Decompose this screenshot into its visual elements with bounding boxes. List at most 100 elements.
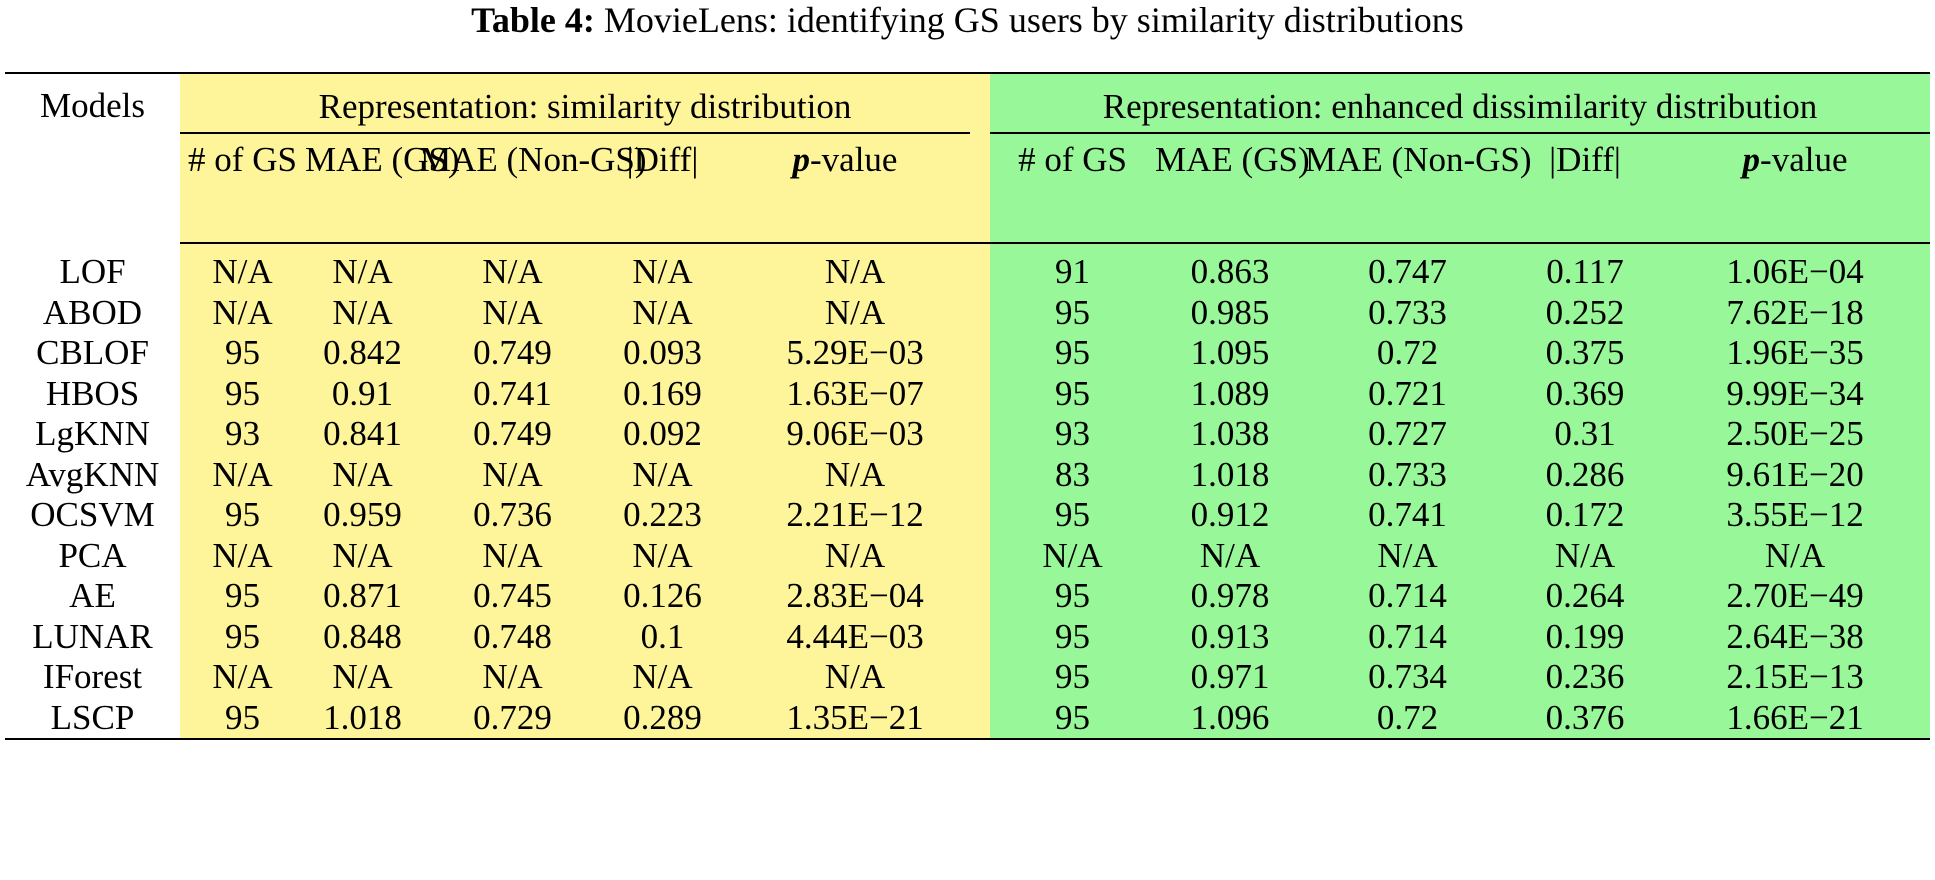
table-row: AvgKNN N/A N/A N/A N/A N/A 83 1.018 0.733 0.286 9.… bbox=[5, 454, 1931, 495]
enhanced-cell: 1.038 bbox=[1155, 414, 1306, 455]
similarity-cell: 95 bbox=[180, 333, 305, 374]
enhanced-cell: 0.863 bbox=[1155, 252, 1306, 293]
column-header-similarity-3: |Diff| bbox=[605, 140, 720, 244]
table-row: HBOS 95 0.91 0.741 0.169 1.63E−07 95 1.089 0.721… bbox=[5, 373, 1931, 414]
column-header-enhanced-1: MAE (GS) bbox=[1155, 140, 1310, 244]
enhanced-cell: 0.172 bbox=[1510, 495, 1661, 536]
similarity-cell: N/A bbox=[305, 252, 420, 293]
model-name-cell: HBOS bbox=[45, 373, 140, 413]
caption-label: Table 4: bbox=[471, 0, 595, 40]
enhanced-cell: 0.913 bbox=[1155, 616, 1306, 657]
similarity-cell: N/A bbox=[420, 657, 605, 698]
enhanced-cell: 0.714 bbox=[1305, 616, 1511, 657]
similarity-cell: 0.729 bbox=[420, 697, 605, 740]
similarity-cell: N/A bbox=[180, 292, 305, 333]
enhanced-cell: 0.264 bbox=[1510, 576, 1661, 617]
model-name-cell: LUNAR bbox=[32, 616, 153, 656]
enhanced-cell: N/A bbox=[1155, 535, 1306, 576]
model-name-cell: CBLOF bbox=[36, 333, 149, 373]
enhanced-cell: 0.31 bbox=[1510, 414, 1661, 455]
enhanced-cell: 0.971 bbox=[1155, 657, 1306, 698]
similarity-cell: 0.289 bbox=[605, 697, 720, 740]
table-row: LOF N/A N/A N/A N/A N/A 91 0.863 0.747 0.117 1.06E… bbox=[5, 252, 1931, 293]
similarity-cell: 0.749 bbox=[420, 333, 605, 374]
table-caption: Table 4: MovieLens: identifying GS users… bbox=[0, 0, 1935, 40]
similarity-cell: 0.223 bbox=[605, 495, 720, 536]
similarity-cell: 0.748 bbox=[420, 616, 605, 657]
results-table: Models Representation: similarity distri… bbox=[5, 72, 1931, 740]
table-row: CBLOF 95 0.842 0.749 0.093 5.29E−03 95 1.095 0.7… bbox=[5, 333, 1931, 374]
enhanced-cell: 95 bbox=[990, 333, 1156, 374]
similarity-cell: 9.06E−03 bbox=[720, 414, 991, 455]
enhanced-cell: N/A bbox=[1660, 535, 1931, 576]
similarity-cell: 1.35E−21 bbox=[720, 697, 991, 740]
enhanced-cell: 0.978 bbox=[1155, 576, 1306, 617]
similarity-cell: 0.745 bbox=[420, 576, 605, 617]
table-body: LOF N/A N/A N/A N/A N/A 91 0.863 0.747 0.117 1.06E… bbox=[5, 243, 1931, 740]
enhanced-cell: 9.99E−34 bbox=[1660, 373, 1931, 414]
column-header-similarity-4: p-value bbox=[720, 140, 970, 244]
enhanced-cell: 95 bbox=[990, 373, 1156, 414]
similarity-cell: 95 bbox=[180, 697, 305, 740]
enhanced-cell: 95 bbox=[990, 292, 1156, 333]
enhanced-cell: 1.66E−21 bbox=[1660, 697, 1931, 740]
enhanced-cell: 7.62E−18 bbox=[1660, 292, 1931, 333]
enhanced-cell: 0.727 bbox=[1305, 414, 1511, 455]
similarity-cell: 0.126 bbox=[605, 576, 720, 617]
header-row-groups: Models Representation: similarity distri… bbox=[5, 73, 1931, 140]
similarity-cell: 5.29E−03 bbox=[720, 333, 991, 374]
similarity-cell: 95 bbox=[180, 495, 305, 536]
similarity-cell: 0.1 bbox=[605, 616, 720, 657]
column-header-similarity-1: MAE (GS) bbox=[305, 140, 460, 244]
similarity-cell: 0.749 bbox=[420, 414, 605, 455]
similarity-cell: 0.871 bbox=[305, 576, 420, 617]
enhanced-cell: 2.70E−49 bbox=[1660, 576, 1931, 617]
enhanced-cell: 0.72 bbox=[1305, 333, 1511, 374]
enhanced-cell: 83 bbox=[990, 454, 1156, 495]
model-name-cell: LgKNN bbox=[35, 414, 150, 454]
similarity-cell: 0.841 bbox=[305, 414, 420, 455]
enhanced-cell: 95 bbox=[990, 697, 1156, 740]
enhanced-cell: 1.096 bbox=[1155, 697, 1306, 740]
enhanced-cell: 0.733 bbox=[1305, 454, 1511, 495]
model-name-cell: OCSVM bbox=[30, 495, 155, 535]
similarity-cell: N/A bbox=[720, 292, 991, 333]
enhanced-cell: 95 bbox=[990, 576, 1156, 617]
similarity-cell: N/A bbox=[720, 535, 991, 576]
table-row: OCSVM 95 0.959 0.736 0.223 2.21E−12 95 0.912 0.7… bbox=[5, 495, 1931, 536]
table-row: LgKNN 93 0.841 0.749 0.092 9.06E−03 93 1.038 0.7… bbox=[5, 414, 1931, 455]
header-row-columns: # of GS MAE (GS) MAE (Non-GS) |Diff| p-value… bbox=[5, 140, 1931, 244]
similarity-cell: N/A bbox=[720, 252, 991, 293]
similarity-cell: N/A bbox=[305, 535, 420, 576]
enhanced-cell: 91 bbox=[990, 252, 1156, 293]
similarity-cell: N/A bbox=[180, 454, 305, 495]
enhanced-cell: 0.375 bbox=[1510, 333, 1661, 374]
similarity-cell: N/A bbox=[605, 292, 720, 333]
similarity-cell: N/A bbox=[420, 535, 605, 576]
enhanced-cell: N/A bbox=[990, 535, 1156, 576]
similarity-cell: N/A bbox=[605, 454, 720, 495]
enhanced-cell: 9.61E−20 bbox=[1660, 454, 1931, 495]
similarity-cell: 2.21E−12 bbox=[720, 495, 991, 536]
caption-text: MovieLens: identifying GS users by simil… bbox=[594, 0, 1464, 40]
similarity-cell: N/A bbox=[305, 454, 420, 495]
similarity-cell: N/A bbox=[305, 292, 420, 333]
group-underline bbox=[180, 132, 971, 134]
model-name-cell: AE bbox=[69, 576, 116, 616]
enhanced-cell: 0.721 bbox=[1305, 373, 1511, 414]
enhanced-cell: 95 bbox=[990, 616, 1156, 657]
model-name-cell: AvgKNN bbox=[25, 454, 160, 494]
enhanced-cell: 0.985 bbox=[1155, 292, 1306, 333]
column-header-similarity-2: MAE (Non-GS) bbox=[420, 140, 647, 244]
enhanced-cell: 0.252 bbox=[1510, 292, 1661, 333]
model-name-cell: ABOD bbox=[42, 292, 143, 332]
enhanced-cell: 0.369 bbox=[1510, 373, 1661, 414]
enhanced-cell: 93 bbox=[990, 414, 1156, 455]
similarity-cell: 0.91 bbox=[305, 373, 420, 414]
similarity-cell: 1.018 bbox=[305, 697, 420, 740]
enhanced-cell: 0.72 bbox=[1305, 697, 1511, 740]
enhanced-cell: N/A bbox=[1510, 535, 1661, 576]
similarity-cell: N/A bbox=[420, 454, 605, 495]
table-row: LUNAR 95 0.848 0.748 0.1 4.44E−03 95 0.913 0.714… bbox=[5, 616, 1931, 657]
enhanced-cell: 1.095 bbox=[1155, 333, 1306, 374]
